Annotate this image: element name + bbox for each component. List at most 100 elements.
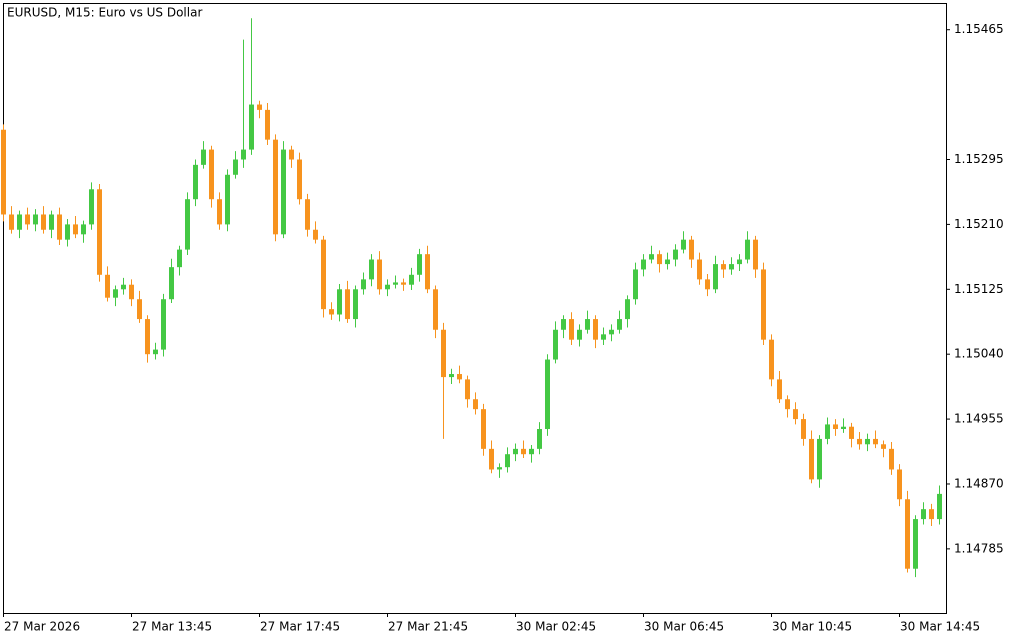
candle-body	[481, 409, 486, 449]
y-tick-label: 1.15040	[954, 347, 1004, 361]
candle-body	[889, 448, 894, 470]
candle-body	[617, 319, 622, 330]
x-tick-label: 30 Mar 02:45	[516, 620, 596, 634]
candle-body	[761, 269, 766, 340]
candle-body	[49, 214, 54, 230]
candle-body	[465, 379, 470, 400]
candle-body	[873, 438, 878, 445]
candle-body	[585, 319, 590, 330]
plot-frame	[3, 3, 947, 614]
candle-body	[625, 299, 630, 320]
candle-body	[137, 299, 142, 320]
candle-body	[33, 214, 38, 225]
candle-body	[673, 249, 678, 260]
candle-body	[369, 259, 374, 280]
candle-body	[633, 269, 638, 300]
y-tick-label: 1.14955	[954, 412, 1004, 426]
candle-body	[569, 319, 574, 340]
candle-body	[433, 289, 438, 330]
candle-body	[929, 509, 934, 520]
candle-body	[473, 399, 478, 410]
x-tick-label: 27 Mar 21:45	[388, 620, 468, 634]
candle-body	[25, 214, 30, 225]
candle-body	[457, 374, 462, 380]
candle-body	[161, 299, 166, 350]
candle-body	[169, 267, 174, 300]
candle-body	[577, 329, 582, 340]
candle-body	[561, 319, 566, 330]
candle-body	[41, 214, 46, 230]
candle-body	[649, 254, 654, 260]
candle-body	[857, 438, 862, 445]
candle-body	[393, 282, 398, 285]
candle-body	[273, 139, 278, 235]
candle-body	[529, 448, 534, 455]
candle-body	[57, 214, 62, 240]
candle-body	[601, 334, 606, 340]
candle-body	[545, 359, 550, 430]
candle-body	[329, 309, 334, 315]
y-tick-label: 1.15125	[954, 282, 1004, 296]
candle-body	[265, 109, 270, 140]
x-tick-label: 30 Mar 10:45	[772, 620, 852, 634]
candle-body	[737, 259, 742, 265]
candle-body	[153, 349, 158, 355]
candle-body	[497, 467, 502, 470]
candle-body	[729, 264, 734, 270]
candle-body	[777, 379, 782, 400]
candle-body	[849, 426, 854, 439]
candle-body	[81, 224, 86, 235]
x-tick-label: 27 Mar 2026	[4, 620, 80, 634]
candle-body	[17, 214, 22, 230]
candle-body	[665, 259, 670, 265]
candle-body	[409, 274, 414, 285]
candle-body	[641, 259, 646, 270]
candle-body	[489, 448, 494, 470]
candle-body	[937, 493, 942, 520]
candle-body	[201, 149, 206, 165]
x-tick-label: 27 Mar 13:45	[132, 620, 212, 634]
chart-title: EURUSD, M15: Euro vs US Dollar	[7, 6, 202, 20]
candle-body	[217, 199, 222, 225]
candle-body	[817, 438, 822, 480]
candle-body	[89, 189, 94, 225]
candle-body	[881, 444, 886, 449]
candle-body	[905, 499, 910, 569]
candle-body	[97, 189, 102, 275]
candle-body	[897, 469, 902, 500]
candle-body	[537, 429, 542, 449]
candle-body	[705, 279, 710, 290]
candle-body	[321, 239, 326, 310]
x-tick-label: 30 Mar 06:45	[644, 620, 724, 634]
candle-body	[113, 289, 118, 298]
candle-body	[721, 264, 726, 270]
candle-body	[345, 289, 350, 320]
candle-body	[73, 224, 78, 235]
candle-body	[225, 174, 230, 225]
candle-body	[193, 164, 198, 200]
candle-body	[833, 424, 838, 430]
candle-body	[553, 329, 558, 360]
candle-body	[185, 199, 190, 250]
candle-body	[177, 249, 182, 268]
candle-body	[249, 104, 254, 150]
candle-body	[521, 448, 526, 455]
candle-body	[313, 229, 318, 240]
y-tick-label: 1.14870	[954, 476, 1004, 490]
candle-body	[9, 214, 14, 230]
candle-body	[337, 289, 342, 315]
candle-body	[129, 284, 134, 300]
candle-body	[513, 448, 518, 455]
candle-body	[121, 284, 126, 290]
candle-body	[281, 149, 286, 235]
candle-body	[505, 454, 510, 468]
candle-body	[241, 149, 246, 160]
candle-body	[681, 239, 686, 250]
candle-body	[385, 284, 390, 290]
candle-body	[913, 519, 918, 569]
candle-body	[841, 426, 846, 430]
candle-body	[689, 239, 694, 260]
candle-body	[657, 254, 662, 265]
candle-body	[753, 239, 758, 270]
